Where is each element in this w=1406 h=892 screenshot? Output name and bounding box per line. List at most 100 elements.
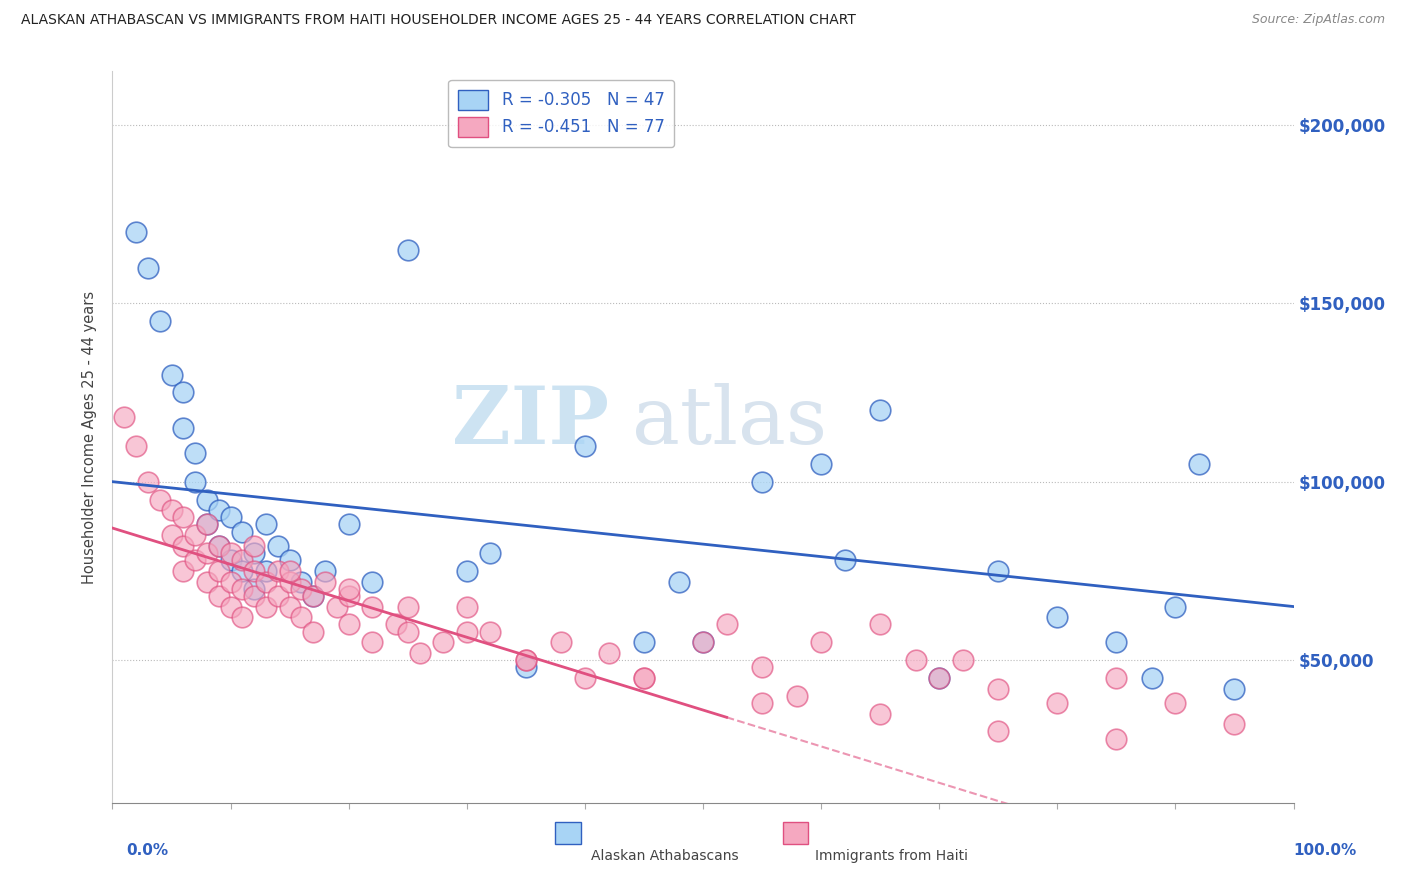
Point [278,553,301,567]
Point [515,653,537,667]
Point [160,528,183,542]
Point [987,564,1010,578]
Point [208,503,231,517]
Point [208,589,231,603]
Point [869,403,891,417]
Point [267,564,290,578]
Point [952,653,974,667]
Point [278,564,301,578]
Point [172,510,194,524]
Y-axis label: Householder Income Ages 25 - 44 years: Householder Income Ages 25 - 44 years [82,291,97,583]
Point [396,599,419,614]
Point [160,503,183,517]
Point [208,539,231,553]
Point [267,539,290,553]
Point [149,314,172,328]
Point [479,546,502,560]
Point [751,475,773,489]
Point [302,589,325,603]
Point [1105,731,1128,746]
Point [1223,681,1246,696]
Point [361,599,384,614]
Point [633,635,655,649]
Point [231,524,253,539]
Point [1105,635,1128,649]
Point [125,225,148,239]
Point [515,660,537,674]
Text: atlas: atlas [633,384,827,461]
Point [574,439,596,453]
Point [172,539,194,553]
Point [243,546,266,560]
Point [1164,599,1187,614]
Point [314,574,336,589]
Point [574,671,596,685]
Point [810,457,832,471]
Point [692,635,714,649]
Point [456,564,478,578]
Point [243,539,266,553]
Bar [555,822,581,844]
Point [243,564,266,578]
Point [396,243,419,257]
Point [278,599,301,614]
Point [314,564,336,578]
Point [1105,671,1128,685]
Point [326,599,349,614]
Point [928,671,950,685]
Point [184,528,207,542]
Point [125,439,148,453]
Point [396,624,419,639]
Point [160,368,183,382]
Point [361,574,384,589]
Point [290,574,312,589]
Point [869,617,891,632]
Point [810,635,832,649]
Point [869,706,891,721]
Point [267,589,290,603]
Point [633,671,655,685]
Point [112,410,135,425]
Point [1188,457,1211,471]
Point [692,635,714,649]
Legend: R = -0.305   N = 47, R = -0.451   N = 77: R = -0.305 N = 47, R = -0.451 N = 77 [449,79,675,147]
Point [184,446,207,460]
Point [149,492,172,507]
Point [243,582,266,596]
Point [231,564,253,578]
Point [987,724,1010,739]
Point [1223,717,1246,731]
Point [302,589,325,603]
Text: 0.0%: 0.0% [127,843,169,858]
Point [231,582,253,596]
Point [195,517,218,532]
Point [904,653,927,667]
Point [184,553,207,567]
Point [751,660,773,674]
Point [337,582,360,596]
Point [337,617,360,632]
Point [1046,610,1069,624]
Point [172,421,194,435]
Point [219,553,242,567]
Point [208,564,231,578]
Point [278,574,301,589]
Point [172,385,194,400]
Point [385,617,408,632]
Text: Alaskan Athabascans: Alaskan Athabascans [591,849,738,863]
Point [987,681,1010,696]
Text: 100.0%: 100.0% [1294,843,1357,858]
Point [243,589,266,603]
Point [195,492,218,507]
Point [302,624,325,639]
Point [219,574,242,589]
Point [136,475,159,489]
Text: ZIP: ZIP [451,384,609,461]
Point [184,475,207,489]
Point [195,546,218,560]
Text: Immigrants from Haiti: Immigrants from Haiti [815,849,969,863]
Point [408,646,430,660]
Point [786,689,808,703]
Point [1140,671,1163,685]
Point [219,599,242,614]
